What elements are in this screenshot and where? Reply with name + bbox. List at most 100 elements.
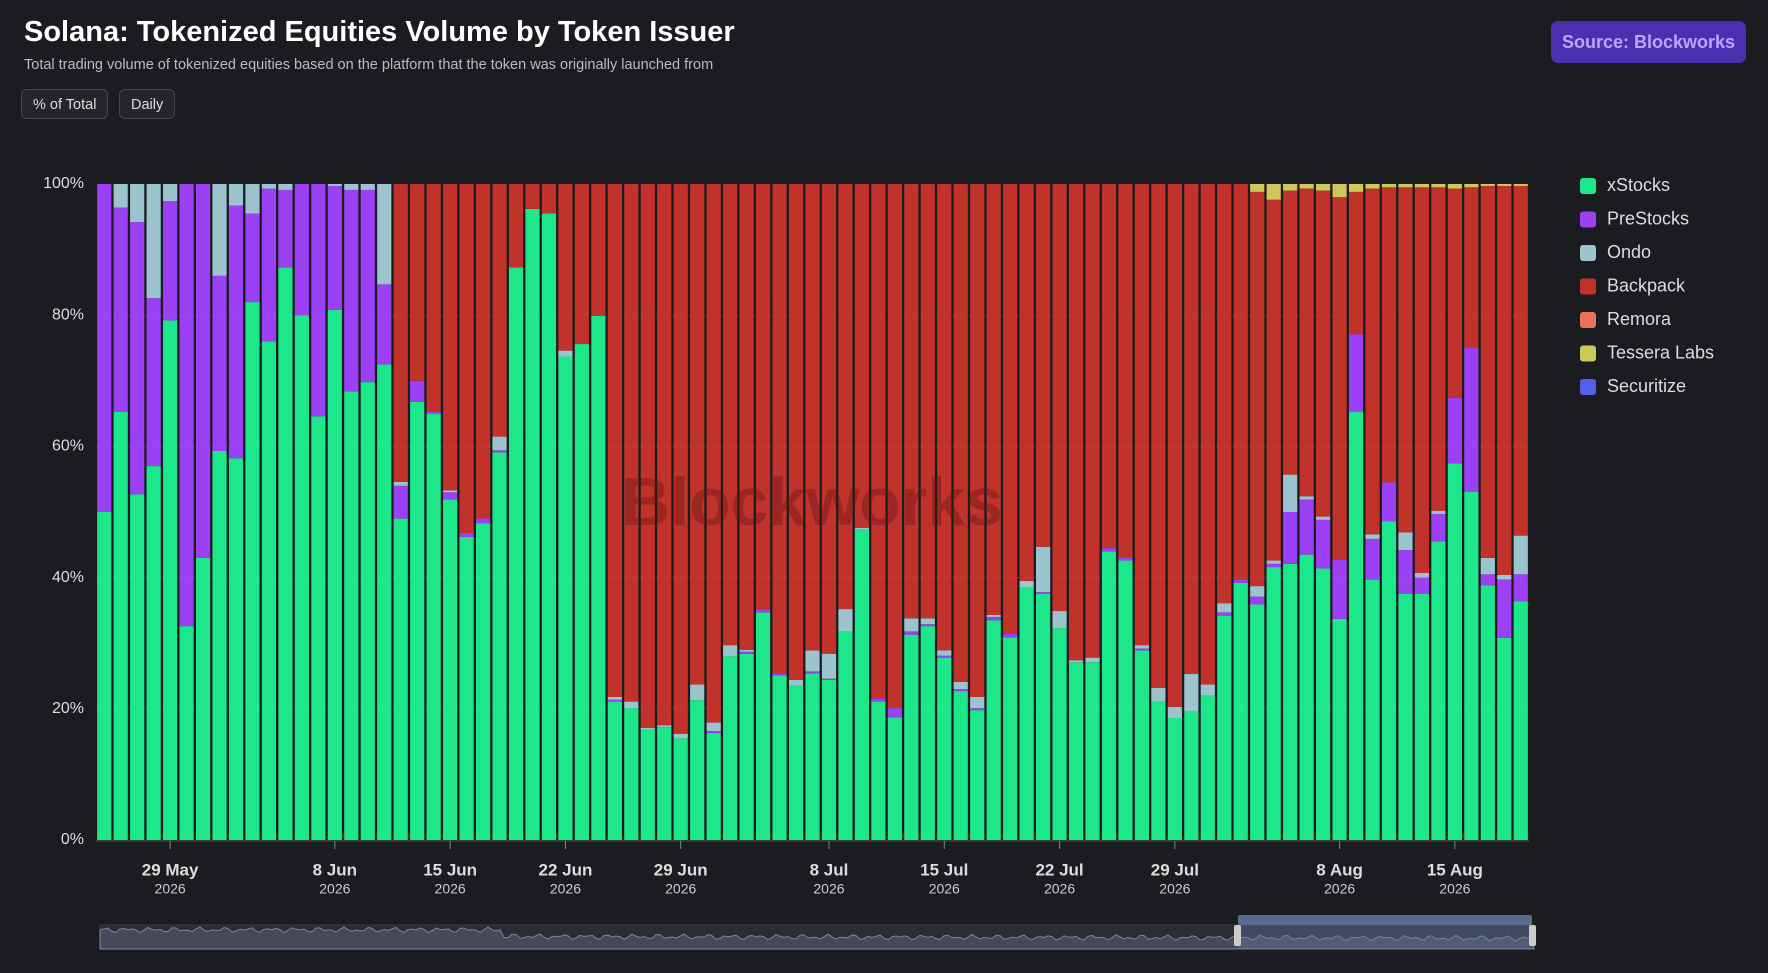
bar-segment	[624, 701, 639, 709]
bar-segment	[558, 356, 573, 840]
bar-segment	[1283, 563, 1298, 840]
legend-label: Ondo	[1607, 242, 1651, 262]
bar-segment	[986, 614, 1001, 617]
bar-segment	[1414, 594, 1430, 840]
bar-segment	[854, 527, 869, 530]
x-tick-label: 22 Jun	[539, 860, 593, 879]
bar-segment	[904, 631, 919, 635]
bar-segment	[821, 678, 837, 680]
bar-segment	[1299, 499, 1314, 555]
bar-segment	[1398, 594, 1413, 840]
bar-segment	[294, 315, 309, 840]
bar-segment	[311, 184, 326, 417]
bar-segment	[377, 364, 392, 840]
bar-segment	[1332, 184, 1347, 198]
bar-segment	[1052, 611, 1067, 629]
percent-toggle[interactable]: % of Total	[21, 89, 109, 119]
bar-segment	[1217, 184, 1232, 604]
bar-segment	[788, 184, 804, 680]
x-tick-year: 2026	[1159, 881, 1190, 897]
bar-segment	[673, 184, 688, 734]
bar-segment	[1068, 660, 1084, 663]
bar-segment	[821, 679, 837, 840]
bar-segment	[756, 184, 771, 610]
bar-segment	[805, 650, 820, 672]
bar-segment	[970, 708, 985, 711]
bar-segment	[130, 184, 145, 223]
bar-segment	[1513, 185, 1528, 536]
bar-segment	[1431, 184, 1446, 188]
x-tick-label: 8 Jun	[313, 860, 357, 879]
bar-segment	[1101, 184, 1117, 549]
bar-segment	[212, 275, 227, 451]
bar-segment	[1414, 573, 1430, 578]
bar-segment	[228, 184, 244, 206]
navigator-handle	[1529, 925, 1536, 946]
x-tick-year: 2026	[665, 881, 696, 897]
bar-segment	[756, 609, 771, 613]
bar-segment	[1167, 706, 1182, 718]
bar-segment	[163, 201, 178, 321]
legend-swatch	[1580, 178, 1596, 194]
x-tick-label: 8 Jul	[810, 860, 849, 879]
bar-segment	[838, 609, 853, 632]
legend-swatch	[1580, 379, 1596, 395]
source-button[interactable]: Source: Blockworks	[1551, 21, 1746, 63]
bar-segment	[1068, 184, 1084, 661]
bar-segment	[1184, 184, 1199, 675]
bar-segment	[871, 701, 886, 840]
bar-segment	[574, 344, 589, 840]
y-tick-label: 0%	[61, 831, 84, 848]
bar-segment	[1497, 185, 1512, 575]
bar-segment	[1052, 184, 1067, 612]
bar-segment	[1431, 513, 1446, 542]
bar-segment	[261, 341, 277, 840]
interval-toggle[interactable]: Daily	[119, 89, 176, 119]
bar-segment	[871, 184, 886, 699]
bar-segment	[475, 523, 491, 840]
y-tick-label: 20%	[52, 700, 84, 717]
bar-segment	[327, 185, 342, 310]
bar-segment	[1036, 592, 1051, 594]
bar-segment	[1200, 684, 1215, 696]
x-tick-label: 29 Jul	[1151, 860, 1199, 879]
bar-segment	[1299, 496, 1314, 500]
chart-title: Solana: Tokenized Equities Volume by Tok…	[24, 16, 735, 48]
bar-segment	[327, 184, 342, 186]
bar-segment	[624, 708, 639, 840]
bar-segment	[443, 499, 458, 840]
bar-segment	[1151, 687, 1166, 702]
bar-segment	[1365, 534, 1380, 539]
bar-segment	[1250, 586, 1265, 597]
bar-segment	[1348, 334, 1364, 412]
bar-segment	[953, 681, 968, 690]
bar-segment	[1464, 187, 1479, 348]
legend-label: PreStocks	[1607, 208, 1689, 228]
bar-segment	[1431, 187, 1446, 511]
bar-segment	[1464, 347, 1479, 492]
bar-segment	[1003, 634, 1018, 638]
bar-segment	[1464, 184, 1479, 188]
bar-segment	[640, 729, 655, 840]
bar-segment	[1003, 184, 1018, 635]
bar-segment	[640, 184, 655, 728]
bar-segment	[1497, 184, 1512, 186]
bar-segment	[1299, 188, 1314, 497]
bar-segment	[1447, 188, 1462, 398]
bar-segment	[1250, 191, 1265, 587]
bar-segment	[360, 189, 375, 383]
bar-segment	[1266, 563, 1281, 568]
bar-segment	[558, 350, 573, 357]
bar-segment	[854, 184, 869, 528]
bar-segment	[1316, 184, 1331, 191]
bar-segment	[1398, 550, 1413, 594]
x-tick-year: 2026	[550, 881, 581, 897]
bar-segment	[245, 213, 260, 303]
bar-segment	[1085, 184, 1100, 658]
bar-segment	[970, 710, 985, 840]
bar-segment	[1233, 184, 1248, 580]
bar-segment	[640, 727, 655, 730]
bar-segment	[920, 618, 935, 625]
x-tick-year: 2026	[435, 881, 466, 897]
bar-segment	[278, 267, 293, 840]
